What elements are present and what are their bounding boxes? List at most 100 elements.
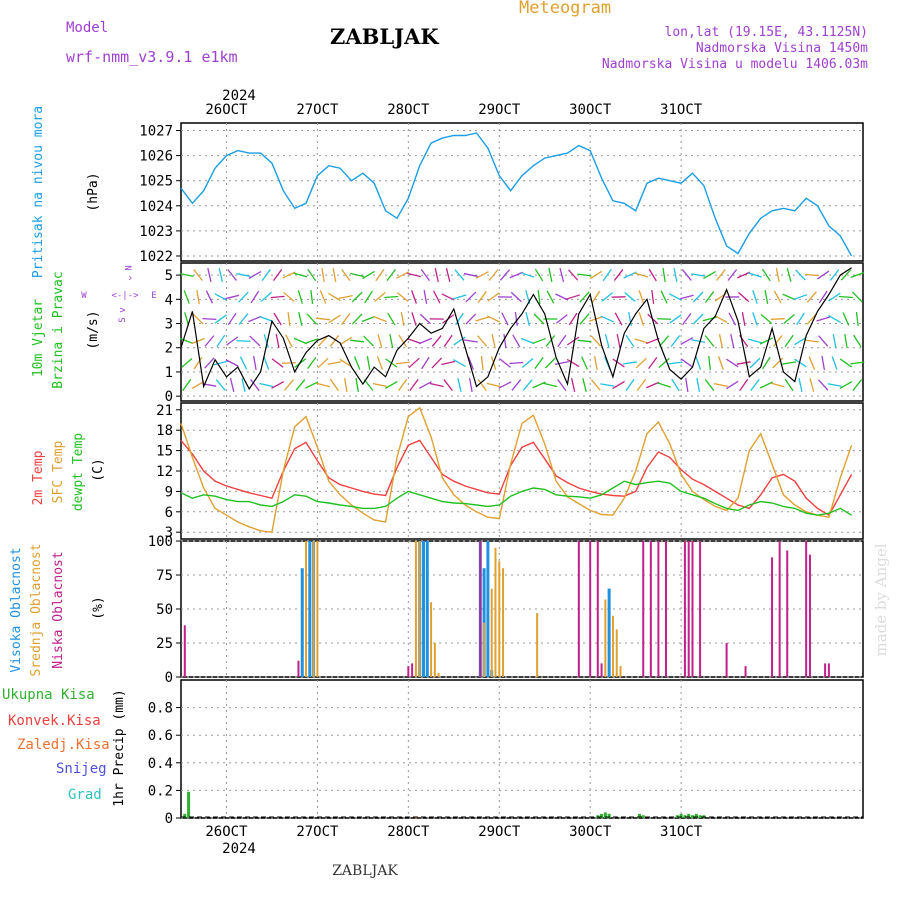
wind-arrow [480,355,484,371]
y-tick-label: 3 [165,525,173,541]
legend-conv-rain: Konvek.Kisa [8,713,101,729]
precip-panel: 0 0.2 0.4 0.6 0.8 [148,679,864,827]
y-tick-label: 9 [165,484,173,500]
y-tick-label: 0 [165,389,173,405]
compass-rose: N ^ W <-|-> E v S [81,265,156,322]
wind-arrow [193,269,203,281]
wind-arrow [855,311,859,327]
series-line-2m-temp [180,439,853,517]
wind-arrow [443,379,453,391]
wind-arrow [853,334,862,348]
wind-arrow [421,356,430,370]
bar-niska-oblacnost [407,666,410,677]
wind-arrow [307,268,317,282]
panel-frame [180,122,864,262]
wind-arrow [748,338,762,344]
wind-arrow [691,339,706,343]
wind-arrow [238,313,249,325]
temperature-panel: 3 6 9 12 15 18 21 [156,402,864,541]
wind-arrow [321,267,325,283]
wind-arrow [213,360,228,366]
y-tick-label: 1025 [139,174,173,190]
wind-arrow [304,338,319,344]
wind-arrow [828,292,841,302]
wind-arrow [568,312,578,326]
y-tick-label: 18 [156,423,173,439]
wind-arrow [614,312,623,326]
wind-arrow [510,291,522,303]
compass-s-arrow: v [118,307,128,312]
y-tick-label: 1027 [139,124,173,140]
bar-srednja-oblacnost [414,541,417,677]
wind-arrow [804,339,819,343]
wind-arrow [376,356,384,370]
wind-arrow [725,380,739,390]
wind-arrow [579,313,590,325]
wind-arrow [704,290,715,304]
wind-arrow [350,272,365,278]
wind-arrow [534,268,544,282]
wind-arrow [784,334,794,348]
y-tick-label: 4 [165,292,173,308]
wind-arrow [431,335,442,347]
wind-arrow [612,380,625,390]
wind-arrow [809,378,815,392]
bottom-date-label: 26OCT [205,824,248,840]
wind-arrow [739,378,749,392]
wind-arrow [770,382,785,388]
wind-arrow [796,312,805,326]
wind-arrow [821,355,826,371]
wind-arrow [204,335,215,347]
y-tick-label: 0.8 [148,701,173,717]
wind-arrow [668,293,682,301]
wind-arrow [622,361,638,365]
y-tick-label: 0 [165,670,173,686]
bar-srednja-oblacnost [611,615,614,677]
year-bottom: 2024 [222,841,256,857]
wind-arrow [794,358,807,368]
wind-arrow [728,312,737,326]
bottom-date-label: 28OCT [387,824,430,840]
wind-arrow [537,289,541,305]
wind-arrow [501,312,509,326]
wind-arrow [429,382,444,388]
y-tick-label: 0 [165,811,173,827]
y-tick-label: 1024 [139,199,173,215]
wind-arrow [511,379,522,391]
wind-panel: 0 1 2 3 4 5 [165,262,865,405]
wind-arrow [829,269,840,281]
bar-srednja-oblacnost [615,629,618,677]
y-tick-label: 3 [165,317,173,333]
wind-arrow [842,312,850,326]
wind-arrow [498,381,512,389]
wind-arrow [453,336,466,346]
wind-arrow [762,356,771,370]
wind-arrow [465,313,477,325]
wind-arrow [737,271,751,279]
wind-arrow [491,334,496,348]
wind-arrow [566,294,581,300]
wind-arrow [329,335,340,347]
wind-arrow [441,360,456,366]
wind-arrow [307,356,317,370]
wind-arrow [316,382,331,388]
wind-arrow [726,358,739,368]
wind-arrow [305,381,319,389]
wind-arrow [577,273,592,277]
wind-arrow [741,311,746,327]
series-line-pritisak-na-nivou-mora [180,132,853,257]
bar-visoka-oblacnost [486,541,490,677]
wind-arrow [351,313,363,325]
wind-arrow [263,356,270,370]
wind-arrow [840,269,852,281]
wind-arrow [236,340,251,342]
wind-arrow [773,290,782,304]
wind-arrow [353,356,361,370]
wind-arrow [411,312,417,326]
compass-n-arrow: ^ [122,275,132,281]
wind-arrow [454,269,465,281]
bottom-date-label: 29OCT [478,824,521,840]
station-title: ZABLJAK [330,24,439,49]
wind-arrow [293,272,308,278]
bar-srednja-oblacnost [433,643,436,677]
